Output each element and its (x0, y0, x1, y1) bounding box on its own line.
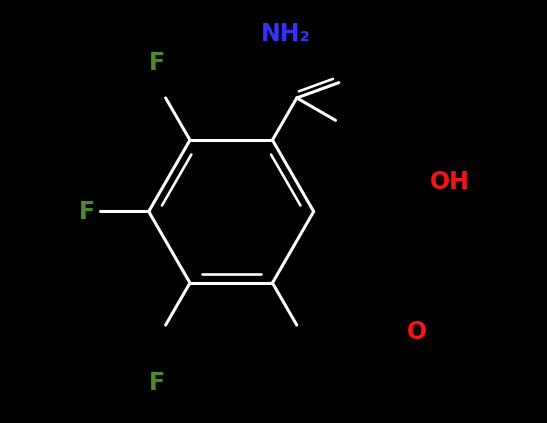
Text: O: O (408, 320, 427, 344)
Text: F: F (149, 52, 165, 75)
Text: NH₂: NH₂ (261, 22, 311, 46)
Text: F: F (79, 200, 95, 223)
Text: F: F (149, 371, 165, 395)
Text: OH: OH (430, 170, 470, 194)
